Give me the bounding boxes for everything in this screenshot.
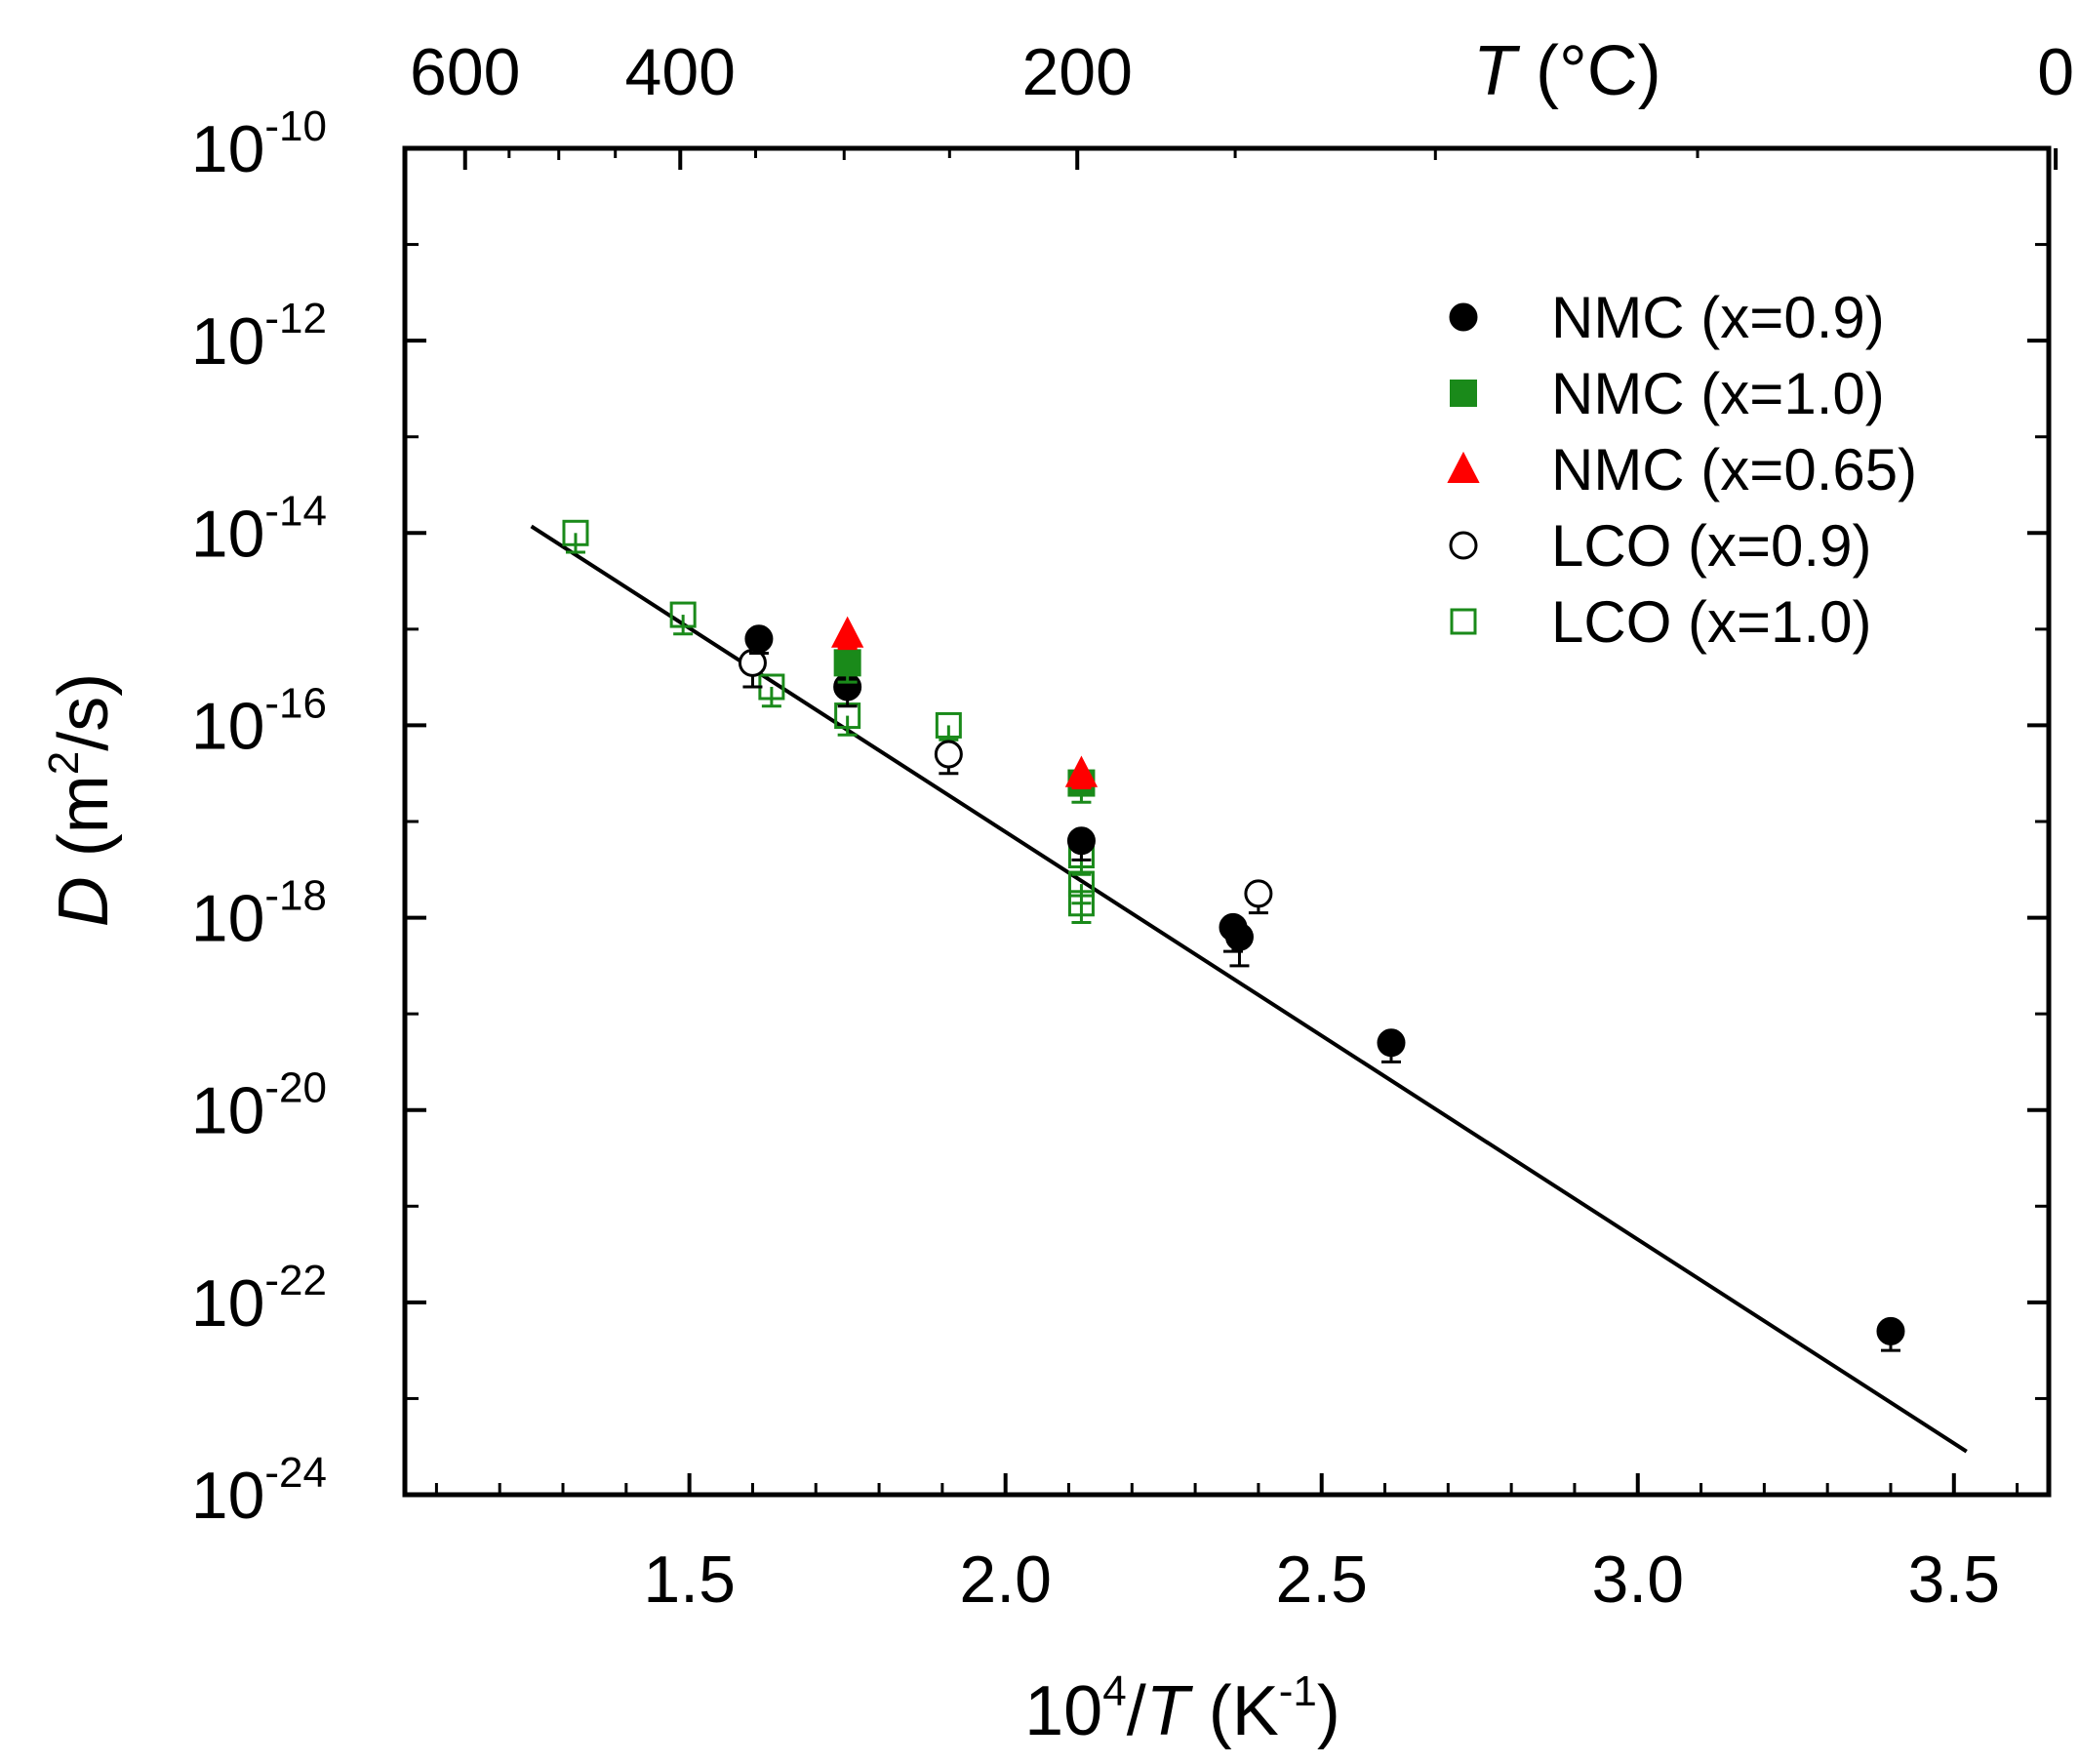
- top-axis-var: T: [1473, 32, 1521, 110]
- y-tick-label: 10-18: [191, 872, 327, 956]
- y-tick-label: 10-14: [191, 487, 327, 571]
- legend-label: NMC (x=0.65): [1551, 437, 1917, 502]
- y-tick-label: 10-24: [191, 1449, 327, 1533]
- legend-marker: [1452, 610, 1475, 633]
- legend-marker: [1451, 533, 1476, 558]
- x-tick-label: 3.0: [1591, 1543, 1684, 1617]
- data-point: [1379, 1030, 1404, 1056]
- data-point: [1878, 1318, 1903, 1343]
- x-tick-label: 2.5: [1275, 1543, 1368, 1617]
- legend-marker: [1449, 454, 1478, 482]
- top-tick-label: 200: [1021, 35, 1132, 109]
- y-tick-label: 10-22: [191, 1257, 327, 1341]
- y-tick-label: 10-20: [191, 1064, 327, 1148]
- top-axis-unit: (°C): [1516, 32, 1661, 110]
- top-tick-label: 600: [410, 35, 520, 109]
- svg-text:104/T (K-1): 104/T (K-1): [1024, 1667, 1340, 1750]
- x-tick-label: 3.5: [1908, 1543, 2001, 1617]
- top-tick-label: 400: [625, 35, 736, 109]
- legend: NMC (x=0.9) NMC (x=1.0) NMC (x=0.65) LCO (x…: [1449, 285, 1917, 655]
- data-point: [746, 626, 772, 652]
- y-axis-title: D (m2/s): [40, 673, 123, 927]
- legend-label: NMC (x=1.0): [1551, 361, 1885, 426]
- data-point: [1068, 828, 1094, 854]
- legend-label: NMC (x=0.9): [1551, 285, 1885, 350]
- legend-label: LCO (x=1.0): [1551, 589, 1871, 655]
- legend-marker: [1451, 304, 1476, 330]
- data-point: [1246, 881, 1271, 906]
- svg-text:D (m2/s): D (m2/s): [40, 673, 123, 927]
- x-tick-label: 1.5: [643, 1543, 736, 1617]
- top-axis-title: T (°C): [1473, 32, 1661, 110]
- y-tick-label: 10-10: [191, 102, 327, 186]
- svg-text:T (°C): T (°C): [1473, 32, 1661, 110]
- x-axis-title: 104/T (K-1): [1024, 1667, 1340, 1750]
- y-tick-label: 10-16: [191, 679, 327, 763]
- data-point: [833, 619, 862, 647]
- legend-label: LCO (x=0.9): [1551, 513, 1871, 579]
- top-tick-label: 0: [2037, 35, 2074, 109]
- plot-area: 1.5 2.0 2.5 3.0 3.5 600 400 200 0 10-10 10-12 10-14…: [191, 35, 2074, 1617]
- legend-marker: [1451, 381, 1476, 406]
- data-point: [1226, 924, 1252, 949]
- plot-frame: [405, 148, 2049, 1495]
- y-tick-label: 10-12: [191, 295, 327, 379]
- data-point: [936, 742, 961, 767]
- data-point: [835, 650, 860, 675]
- chart: 1.5 2.0 2.5 3.0 3.5 600 400 200 0 10-10 10-12 10-14…: [0, 0, 2079, 1764]
- x-tick-label: 2.0: [959, 1543, 1052, 1617]
